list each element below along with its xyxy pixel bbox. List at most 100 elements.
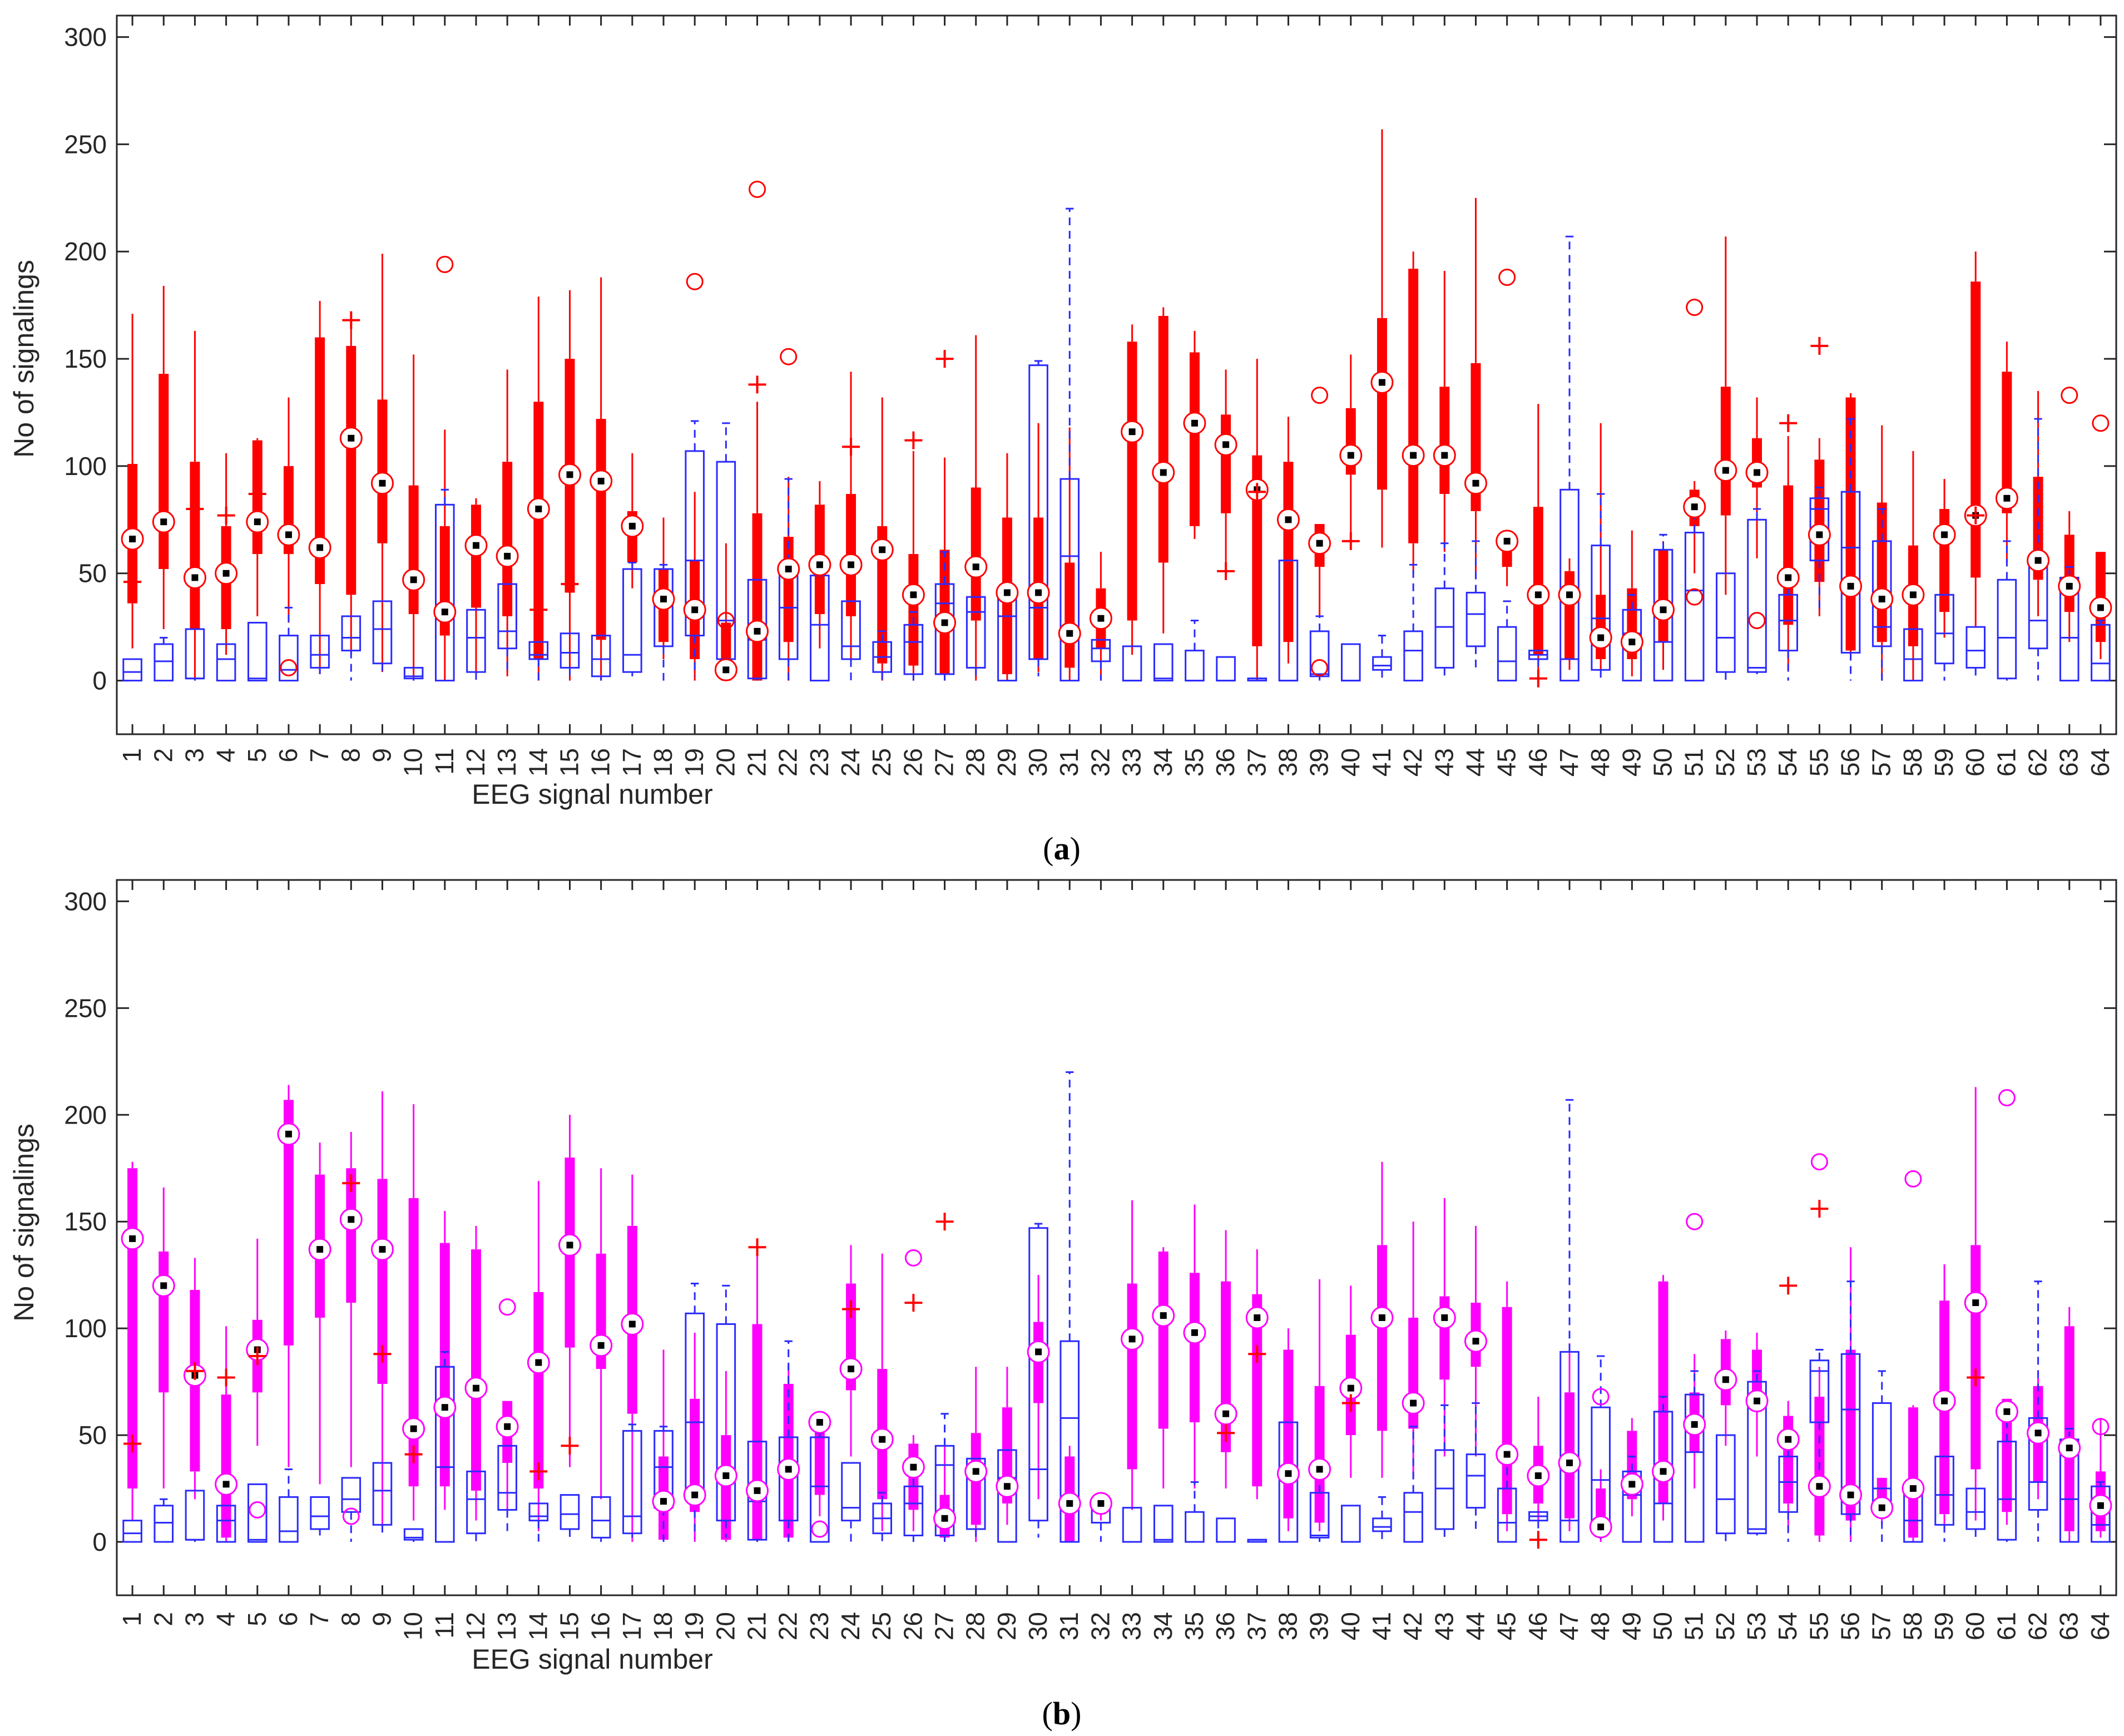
x-tick-label: 62 xyxy=(2023,1612,2052,1640)
x-tick-label: 27 xyxy=(930,1612,959,1640)
adaptive-box xyxy=(752,1324,763,1540)
adaptive-box xyxy=(1221,414,1231,513)
mean-dot xyxy=(1097,1500,1105,1507)
x-tick-label: 4 xyxy=(211,748,240,763)
y-tick-label: 200 xyxy=(64,237,107,266)
adaptive-box xyxy=(1439,387,1450,494)
x-tick-label: 45 xyxy=(1492,748,1521,776)
fixed-box xyxy=(1403,630,1423,682)
x-tick-label: 41 xyxy=(1367,1612,1396,1640)
fixed-box xyxy=(1684,1393,1705,1543)
mean-dot xyxy=(504,552,511,560)
x-tick-label: 46 xyxy=(1523,748,1552,776)
adaptive-box xyxy=(1283,1349,1294,1519)
outlier-plus xyxy=(1341,1394,1360,1412)
fixed-box xyxy=(1840,1353,1861,1515)
outlier-circle xyxy=(1998,1089,2016,1107)
adaptive-box xyxy=(1845,1349,1856,1521)
mean-dot xyxy=(535,1359,542,1366)
x-tick-label: 5 xyxy=(242,748,271,763)
mean-dot xyxy=(1222,441,1230,448)
fixed-box xyxy=(560,1494,580,1530)
x-tick-label: 49 xyxy=(1617,748,1646,776)
mean-dot xyxy=(348,1216,355,1223)
outlier-circle xyxy=(1498,269,1516,286)
mean-dot xyxy=(597,477,605,484)
fixed-box xyxy=(1778,593,1798,652)
x-tick-label: 37 xyxy=(1242,1612,1271,1640)
outlier-plus xyxy=(904,431,923,449)
fixed-box xyxy=(622,568,642,673)
mean-dot xyxy=(441,609,448,616)
fixed-box xyxy=(591,635,611,677)
x-tick-label: 46 xyxy=(1523,1612,1552,1640)
x-tick-label: 40 xyxy=(1336,748,1365,776)
outlier-plus xyxy=(1810,337,1829,355)
adaptive-box xyxy=(814,1422,825,1495)
fixed-box xyxy=(435,1366,455,1543)
fixed-box xyxy=(1809,1359,1830,1423)
outlier-plus xyxy=(248,1347,266,1366)
y-tick-label: 100 xyxy=(64,452,107,481)
x-tick-label: 6 xyxy=(274,1612,303,1626)
fixed-box xyxy=(122,658,142,682)
x-tick-label: 57 xyxy=(1867,1612,1896,1640)
mean-dot xyxy=(254,518,261,526)
x-tick-label: 17 xyxy=(617,1612,646,1640)
x-tick-label: 37 xyxy=(1242,748,1271,776)
fixed-box xyxy=(247,1483,268,1543)
adaptive-box xyxy=(1377,318,1387,490)
outlier-plus xyxy=(1217,1424,1235,1442)
x-axis-title: EEG signal number xyxy=(472,1644,713,1675)
fixed-box xyxy=(1153,1505,1174,1543)
x-tick-label: 7 xyxy=(305,1612,334,1626)
x-tick-label: 11 xyxy=(430,748,459,775)
fixed-box xyxy=(841,600,861,660)
adaptive-box xyxy=(533,1292,544,1489)
fixed-box xyxy=(1934,593,1954,665)
adaptive-box xyxy=(2002,372,2012,513)
x-tick-label: 20 xyxy=(711,748,740,776)
adaptive-box xyxy=(908,554,919,666)
outlier-plus xyxy=(1248,1345,1266,1363)
fixed-box xyxy=(934,1445,955,1537)
x-tick-label: 19 xyxy=(680,748,709,776)
outlier-plus xyxy=(529,1462,548,1481)
mean-dot xyxy=(1222,1410,1230,1417)
fixed-box xyxy=(497,583,517,650)
y-axis-title: No of signalings xyxy=(8,260,39,458)
fixed-box xyxy=(279,635,299,682)
mean-dot xyxy=(1035,589,1042,596)
outlier-plus xyxy=(123,573,142,591)
y-tick-label: 0 xyxy=(92,666,107,695)
mean-dot xyxy=(1878,1504,1885,1511)
fixed-box xyxy=(2091,1485,2111,1543)
fixed-box xyxy=(685,450,705,637)
adaptive-box xyxy=(1970,281,1981,578)
y-tick-label: 150 xyxy=(64,1207,107,1236)
mean-dot xyxy=(597,1342,605,1349)
x-tick-label: 14 xyxy=(523,1612,552,1640)
mean-dot xyxy=(722,1472,730,1480)
mean-dot xyxy=(2034,557,2042,564)
x-tick-label: 55 xyxy=(1804,748,1833,776)
x-tick-label: 63 xyxy=(2054,1612,2083,1640)
fixed-box xyxy=(341,615,362,652)
outlier-plus xyxy=(1967,1368,1985,1387)
mean-dot xyxy=(1597,1524,1605,1531)
fixed-box xyxy=(1965,626,1986,669)
mean-dot xyxy=(222,1481,230,1488)
y-tick-label: 250 xyxy=(64,993,107,1022)
outlier-circle xyxy=(1904,1170,1922,1188)
mean-dot xyxy=(1754,1397,1761,1404)
x-tick-label: 64 xyxy=(2086,1612,2115,1640)
fixed-box xyxy=(653,568,674,647)
fixed-box xyxy=(1559,1351,1580,1543)
x-tick-label: 30 xyxy=(1023,1612,1052,1640)
x-tick-label: 14 xyxy=(523,748,552,776)
mean-dot xyxy=(1316,1466,1323,1473)
mean-dot xyxy=(1003,589,1011,596)
outlier-plus xyxy=(1810,1200,1829,1218)
mean-dot xyxy=(941,619,948,626)
fixed-box xyxy=(466,1470,486,1535)
